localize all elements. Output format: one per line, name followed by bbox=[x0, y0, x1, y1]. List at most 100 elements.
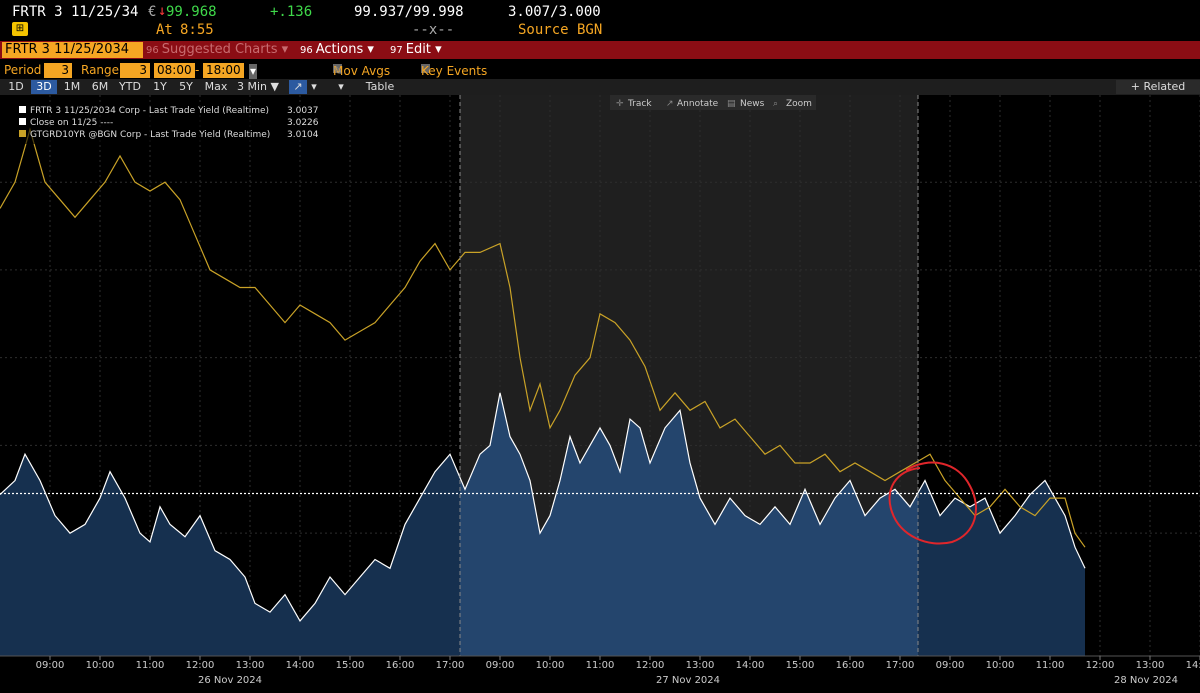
x-tick-label: 09:00 bbox=[936, 660, 965, 671]
source: Source BGN bbox=[518, 22, 603, 38]
chevron-down-icon: ▾ bbox=[281, 42, 289, 57]
x-tick-label: 12:00 bbox=[1086, 660, 1115, 671]
annotate-icon: ↗ bbox=[666, 99, 674, 109]
trade-size: --x-- bbox=[412, 22, 455, 38]
suggested-charts-menu[interactable]: 96 Suggested Charts ▾ bbox=[146, 42, 288, 58]
x-tick-label: 16:00 bbox=[386, 660, 415, 671]
x-tick-label: 15:00 bbox=[336, 660, 365, 671]
currency: € bbox=[148, 4, 157, 20]
legend-label: GTGRD10YR @BGN Corp - Last Trade Yield (… bbox=[30, 130, 270, 140]
chart-legend: FRTR 3 11/25/2034 Corp - Last Trade Yiel… bbox=[14, 104, 319, 144]
x-tick-label: 11:00 bbox=[136, 660, 165, 671]
x-tick-label: 13:00 bbox=[686, 660, 715, 671]
legend-swatch bbox=[19, 130, 26, 137]
annotation-circle bbox=[888, 461, 977, 545]
legend-swatch bbox=[19, 118, 26, 125]
range-button-6m[interactable]: 6M bbox=[91, 80, 109, 93]
range-button-1y[interactable]: 1Y bbox=[153, 80, 167, 93]
period-input[interactable]: 3 bbox=[44, 63, 72, 78]
yield-chart[interactable]: 09:00 10:00 11:00 12:00 13:00 14:00 15:00 16:00… bbox=[0, 95, 1200, 693]
chevron-down-icon[interactable]: ▾ bbox=[311, 80, 317, 93]
x-tick-label: 15:00 bbox=[786, 660, 815, 671]
time-from-input[interactable]: 08:00 bbox=[154, 63, 195, 78]
at-time: 8:55 bbox=[180, 22, 214, 38]
chevron-down-icon: ▾ bbox=[435, 42, 442, 57]
legend-swatch bbox=[19, 106, 26, 113]
series-line-frtr bbox=[0, 392, 1086, 622]
range-button-1m[interactable]: 1M bbox=[63, 80, 81, 93]
security-field[interactable]: FRTR 3 11/25/2034 bbox=[2, 42, 143, 58]
x-tick-label: 12:00 bbox=[636, 660, 665, 671]
last-price: 99.968 bbox=[166, 4, 217, 20]
date-label: 27 Nov 2024 bbox=[656, 675, 720, 686]
range-button-5y[interactable]: 5Y bbox=[179, 80, 193, 93]
chart-tools-bar bbox=[610, 95, 816, 110]
checkbox-icon bbox=[421, 64, 430, 73]
x-tick-label: 09:00 bbox=[486, 660, 515, 671]
range-button-3d[interactable]: 3D bbox=[31, 80, 57, 94]
suggested-charts-key: 96 bbox=[146, 45, 159, 56]
legend-value: 3.0037 bbox=[287, 106, 319, 116]
related-data-button[interactable]: + Related Data bbox=[1116, 80, 1200, 107]
track-button[interactable]: Track bbox=[627, 99, 652, 109]
range-button-ytd[interactable]: YTD bbox=[119, 80, 141, 93]
down-arrow-icon: ↓ bbox=[158, 3, 167, 19]
line-chart-icon[interactable]: ↗ bbox=[289, 80, 307, 94]
legend-label: Close on 11/25 ---- bbox=[30, 118, 113, 128]
actions-label: Actions bbox=[315, 42, 364, 57]
quote-header: FRTR 3 11/25/34 € ↓ 99.968 +.136 99.937/… bbox=[0, 0, 1200, 40]
x-tick-label: 13:00 bbox=[236, 660, 265, 671]
checkbox-icon bbox=[333, 64, 342, 73]
x-tick-label: 17:00 bbox=[886, 660, 915, 671]
edit-label: Edit bbox=[405, 42, 431, 57]
x-tick-label: 10:00 bbox=[986, 660, 1015, 671]
pencil-icon: ✎ bbox=[333, 64, 344, 78]
x-axis-background bbox=[0, 656, 1200, 693]
period-label: Period bbox=[4, 63, 42, 77]
x-tick-label: 17:00 bbox=[436, 660, 465, 671]
legend-background bbox=[14, 104, 309, 144]
table-button[interactable]: Table bbox=[365, 80, 395, 93]
edit-menu[interactable]: 97 Edit ▾ bbox=[390, 42, 442, 58]
news-icon: ▤ bbox=[727, 99, 736, 109]
legend-value: 3.0226 bbox=[287, 118, 319, 128]
range-button-max[interactable]: Max bbox=[204, 80, 228, 93]
chart-tools: ✛ Track ↗ Annotate ▤ News ⌕ Zoom bbox=[610, 95, 816, 110]
legend-label: FRTR 3 11/25/2034 Corp - Last Trade Yiel… bbox=[30, 106, 269, 116]
range-input[interactable]: 3 bbox=[120, 63, 150, 78]
suggested-charts-label: Suggested Charts bbox=[161, 42, 278, 57]
key-events-label: Key Events bbox=[421, 64, 488, 78]
mov-avgs-label: Mov Avgs bbox=[333, 64, 391, 78]
x-tick-label: 16:00 bbox=[836, 660, 865, 671]
crosshair-icon: ✛ bbox=[616, 99, 624, 109]
x-tick-label: 10:00 bbox=[86, 660, 115, 671]
news-button[interactable]: News bbox=[740, 99, 765, 109]
zoom-icon: ⌕ bbox=[773, 99, 778, 109]
actions-menu[interactable]: 96 Actions ▾ bbox=[300, 42, 374, 58]
time-to-input[interactable]: 18:00 bbox=[203, 63, 244, 78]
range-buttons-row: 1D 3D 1M 6M YTD 1Y 5Y Max 3 Min ▼ ↗ ▾ ▾ … bbox=[0, 79, 1200, 107]
yields: 3.007/3.000 bbox=[508, 4, 601, 20]
date-label: 26 Nov 2024 bbox=[198, 675, 262, 686]
x-tick-label: 14:00 bbox=[736, 660, 765, 671]
area-fill-today bbox=[460, 392, 918, 656]
zoom-button[interactable]: Zoom bbox=[786, 99, 812, 109]
controls-row: Period 3 Range 3 08:00 - 18:00 Lst Trd Y… bbox=[0, 62, 1200, 79]
edit-key: 97 bbox=[390, 45, 403, 56]
x-tick-label: 11:00 bbox=[1036, 660, 1065, 671]
at-label: At bbox=[156, 22, 173, 38]
x-axis: 09:00 10:00 11:00 12:00 13:00 14:00 15:00 16:00… bbox=[0, 655, 1200, 693]
chevron-down-icon[interactable]: ▾ bbox=[338, 80, 344, 93]
bid-ask: 99.937/99.998 bbox=[354, 4, 464, 20]
range-button-1d[interactable]: 1D bbox=[8, 80, 24, 93]
ticker[interactable]: FRTR 3 11/25/34 bbox=[12, 4, 139, 20]
actions-key: 96 bbox=[300, 45, 313, 56]
annotate-button[interactable]: Annotate bbox=[677, 99, 719, 109]
gridlines bbox=[0, 95, 1200, 656]
series-line-gtgrd10yr bbox=[0, 127, 1086, 548]
price-change: +.136 bbox=[270, 4, 313, 20]
series-lines bbox=[0, 127, 1086, 622]
x-tick-label: 14:00 bbox=[286, 660, 315, 671]
frequency-select[interactable]: 3 Min ▼ bbox=[237, 80, 279, 93]
x-tick-label: 09:00 bbox=[36, 660, 65, 671]
